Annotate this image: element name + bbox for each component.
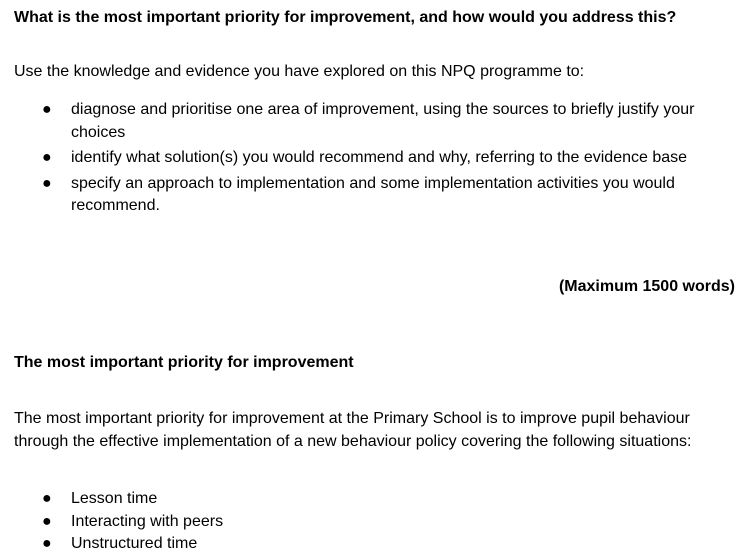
question-bullet-list: ● diagnose and prioritise one area of imp… [0, 99, 735, 221]
bullet-icon: ● [42, 149, 52, 166]
bullet-icon: ● [42, 512, 52, 530]
word-limit: (Maximum 1500 words) [558, 278, 735, 295]
bullet-icon: ● [42, 101, 52, 118]
list-item: ● Unstructured time [0, 533, 735, 556]
question-title: What is the most important priority for … [14, 9, 677, 26]
list-item: ● diagnose and prioritise one area of imp… [42, 101, 695, 141]
question-intro: Use the knowledge and evidence you have … [14, 63, 585, 80]
list-item: ● specify an approach to implementation a… [42, 174, 675, 215]
answer-heading: The most important priority for improvem… [14, 354, 354, 371]
bullet-icon: ● [42, 535, 52, 552]
bullet-icon: ● [42, 490, 52, 507]
list-item: ● Lesson time [0, 488, 735, 511]
answer-paragraph: The most important priority for improvem… [14, 410, 692, 450]
list-item: ● Interacting with peers [0, 511, 735, 534]
list-item: ● identify what solution(s) you would rec… [0, 147, 735, 170]
answer-bullet-list: ● Lesson time ● Interacting with peers ● Un… [0, 488, 735, 556]
bullet-icon: ● [42, 174, 52, 192]
